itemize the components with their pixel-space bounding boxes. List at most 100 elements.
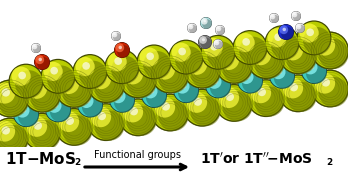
Circle shape [20,107,26,113]
Circle shape [187,23,197,33]
Circle shape [161,102,170,111]
Circle shape [282,77,303,98]
Circle shape [247,41,285,79]
Circle shape [286,43,317,74]
Circle shape [62,115,93,146]
Circle shape [266,26,298,59]
Circle shape [122,101,143,122]
Circle shape [199,36,207,44]
Circle shape [271,32,299,60]
Circle shape [204,38,223,57]
Circle shape [298,25,300,28]
Circle shape [120,100,156,135]
Circle shape [239,70,253,84]
Circle shape [188,24,193,29]
Circle shape [269,63,295,89]
Circle shape [270,14,275,19]
Circle shape [170,41,202,73]
Circle shape [90,106,111,127]
Circle shape [142,83,166,107]
Circle shape [79,94,94,108]
Circle shape [214,40,219,45]
Circle shape [308,64,314,70]
Circle shape [187,23,197,33]
Circle shape [180,83,186,89]
Circle shape [39,58,42,61]
Circle shape [84,98,90,103]
Circle shape [301,58,327,84]
Circle shape [34,45,36,47]
Circle shape [217,27,225,35]
Circle shape [111,31,121,41]
Circle shape [189,25,197,33]
Circle shape [280,76,316,111]
Circle shape [88,66,124,102]
Circle shape [26,116,47,137]
Circle shape [30,82,61,112]
Circle shape [24,114,60,149]
Circle shape [201,18,208,25]
Circle shape [198,36,212,49]
Circle shape [151,56,189,94]
Circle shape [34,83,42,92]
Circle shape [254,86,285,117]
Circle shape [258,88,266,96]
Circle shape [31,43,41,53]
Circle shape [274,68,295,88]
Circle shape [186,92,207,113]
Circle shape [175,79,190,94]
Circle shape [0,83,15,104]
Circle shape [18,106,39,127]
Text: $\mathbf{1T}$$\mathbf{-MoS}$: $\mathbf{1T}$$\mathbf{-MoS}$ [5,151,76,167]
Circle shape [14,102,38,126]
Circle shape [82,62,90,70]
Circle shape [295,23,304,33]
Circle shape [45,96,71,122]
Circle shape [34,54,50,70]
Circle shape [207,74,222,89]
Circle shape [114,92,135,112]
Circle shape [8,64,44,99]
Circle shape [270,64,294,88]
Circle shape [306,29,314,36]
Circle shape [242,38,250,46]
Circle shape [215,41,223,49]
Circle shape [311,70,348,108]
Circle shape [151,94,189,132]
Circle shape [114,42,130,58]
Circle shape [202,36,234,69]
Circle shape [183,89,221,127]
Circle shape [126,105,157,136]
Circle shape [62,77,93,108]
Circle shape [13,101,39,127]
Circle shape [140,47,159,67]
Circle shape [74,55,106,88]
Circle shape [47,65,75,93]
Circle shape [0,119,28,154]
Circle shape [281,27,294,40]
Circle shape [11,67,31,86]
Text: Functional groups: Functional groups [94,150,181,160]
Circle shape [296,24,301,29]
Circle shape [300,23,319,43]
Circle shape [130,69,138,77]
Circle shape [292,12,297,17]
Circle shape [115,43,124,52]
Circle shape [111,56,139,84]
Circle shape [66,79,74,87]
Circle shape [33,45,41,53]
Circle shape [282,40,303,60]
Circle shape [248,42,284,78]
Circle shape [76,57,95,76]
Circle shape [0,80,29,118]
Circle shape [146,87,167,108]
Circle shape [206,73,230,97]
Circle shape [146,53,154,60]
Circle shape [291,11,301,21]
Circle shape [111,89,126,103]
Circle shape [0,121,15,142]
Circle shape [279,25,288,34]
Circle shape [186,54,207,75]
Circle shape [294,13,296,15]
Circle shape [40,59,76,94]
